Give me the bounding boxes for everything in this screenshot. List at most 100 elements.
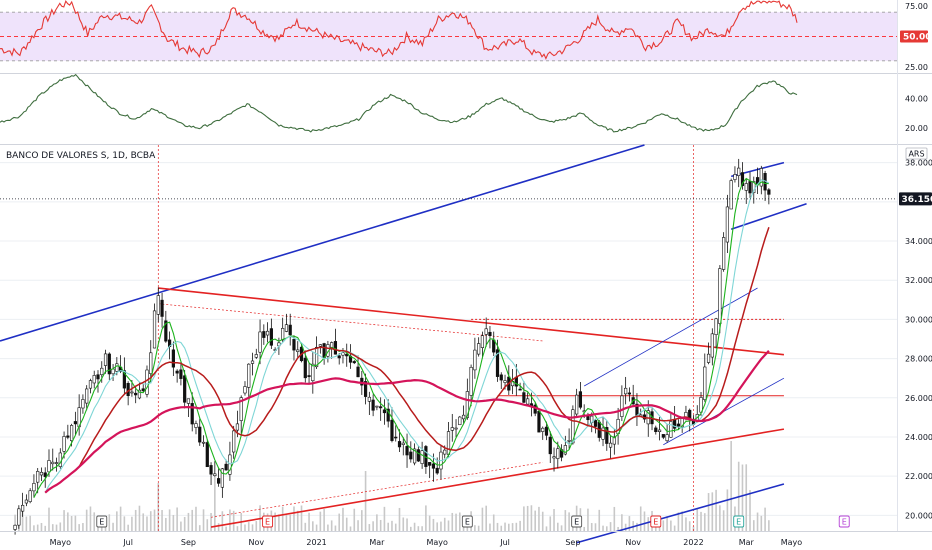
volume-bar (568, 512, 570, 531)
candle-body (360, 377, 364, 386)
volume-bar (436, 522, 438, 531)
candle-body (43, 472, 47, 477)
volume-bar (722, 510, 725, 531)
earnings-event-marker[interactable] (571, 515, 583, 528)
volume-bar (583, 526, 585, 531)
candle-body (661, 434, 665, 438)
candle-body (605, 427, 609, 444)
volume-bar (602, 525, 604, 531)
candle-body (733, 174, 737, 180)
volume-bar (251, 524, 254, 531)
volume-bar (67, 512, 69, 531)
price-axis: 38.000 34.000 32.000 30.000 28.000 26.000 24.0… (905, 159, 932, 521)
candle-body (194, 423, 198, 428)
volume-bar (349, 526, 352, 531)
candle-body (32, 483, 36, 492)
volume-bar (707, 493, 710, 531)
volume-bar (353, 508, 356, 531)
volume-bar (523, 506, 525, 531)
volume-bar (647, 517, 650, 531)
volume-bar (334, 525, 337, 531)
candle-body (36, 471, 40, 483)
earnings-event-label: E (736, 518, 741, 527)
candle-body (337, 355, 341, 359)
volume-bar (594, 523, 597, 531)
candle-body (710, 333, 714, 358)
candle-body (235, 423, 240, 431)
earnings-event-marker[interactable] (650, 515, 662, 528)
earnings-event-marker[interactable] (838, 515, 850, 528)
oscillator-line (0, 73, 798, 133)
earnings-event-marker[interactable] (461, 515, 473, 528)
time-tick-label: Mayo (426, 538, 448, 547)
volume-bar (455, 513, 457, 531)
volume-bar (609, 522, 612, 531)
candle-body (224, 463, 228, 471)
candle-body (303, 357, 307, 379)
candle-body (563, 445, 567, 455)
volume-bar (345, 517, 348, 531)
candle-body (232, 430, 236, 453)
candlesticks (13, 158, 771, 535)
candle-body (70, 425, 74, 441)
candle-body (620, 395, 624, 417)
rsi-line (0, 0, 798, 60)
rsi-panel[interactable]: 75.00 25.00 50.00 (0, 0, 931, 72)
volume-bar (613, 506, 616, 531)
volume-bar (210, 512, 212, 531)
price-panel[interactable]: 38.000 34.000 32.000 30.000 28.000 26.000 24.0… (0, 144, 932, 544)
volume-bar (719, 505, 721, 531)
volume-bar (247, 522, 250, 531)
candle-body (752, 181, 756, 193)
volume-bar (459, 512, 461, 531)
candle-body (258, 331, 262, 353)
candle-body (665, 434, 669, 442)
volume-bar (417, 526, 420, 531)
volume-bar (715, 489, 717, 531)
volume-bar (304, 522, 307, 531)
volume-bar (138, 505, 141, 531)
volume-bar (477, 525, 480, 531)
rsi-tick-label: 75.00 (905, 2, 928, 11)
volume-bar (673, 525, 676, 531)
earnings-event-marker[interactable] (262, 515, 274, 528)
candle-body (307, 375, 311, 377)
earnings-event-marker[interactable] (96, 515, 108, 528)
price-tick-label: 34.000 (905, 237, 932, 246)
volume-bar (85, 509, 88, 531)
candle-body (446, 431, 451, 455)
time-tick-label: Mar (739, 538, 755, 547)
candle-body (130, 391, 134, 394)
volume-bar (221, 511, 224, 531)
candle-body (484, 328, 488, 335)
candle-body (608, 442, 613, 448)
earnings-event-marker[interactable] (733, 515, 745, 528)
candle-body (88, 380, 93, 389)
volume-bar (379, 519, 382, 531)
time-axis[interactable]: Mayo Jul Sep Nov 2021 Mar Mayo Jul Sep Nov 2022 Mar… (50, 538, 803, 547)
candle-body (103, 353, 108, 366)
candle-body (578, 391, 583, 408)
candle-body (465, 391, 469, 418)
candle-body (593, 420, 598, 427)
volume-bar (504, 522, 506, 531)
volume-bar (760, 515, 763, 531)
candle-body (363, 381, 368, 397)
volume-bar (78, 524, 80, 531)
candle-body (73, 421, 77, 425)
volume-bar (447, 520, 450, 531)
candle-body (115, 363, 119, 372)
candle-body (443, 449, 447, 455)
time-tick-label: Jul (499, 538, 510, 547)
volume-bar (624, 523, 627, 531)
candle-body (759, 168, 763, 187)
currency-badge[interactable] (905, 147, 928, 160)
volume-bar (741, 464, 744, 531)
earnings-event-label: E (842, 518, 847, 527)
symbol-label: BANCO DE VALORES S, 1D, BCBA (6, 151, 156, 161)
oscillator-panel[interactable]: 40.00 20.00 (0, 73, 928, 134)
candle-body (718, 268, 722, 324)
